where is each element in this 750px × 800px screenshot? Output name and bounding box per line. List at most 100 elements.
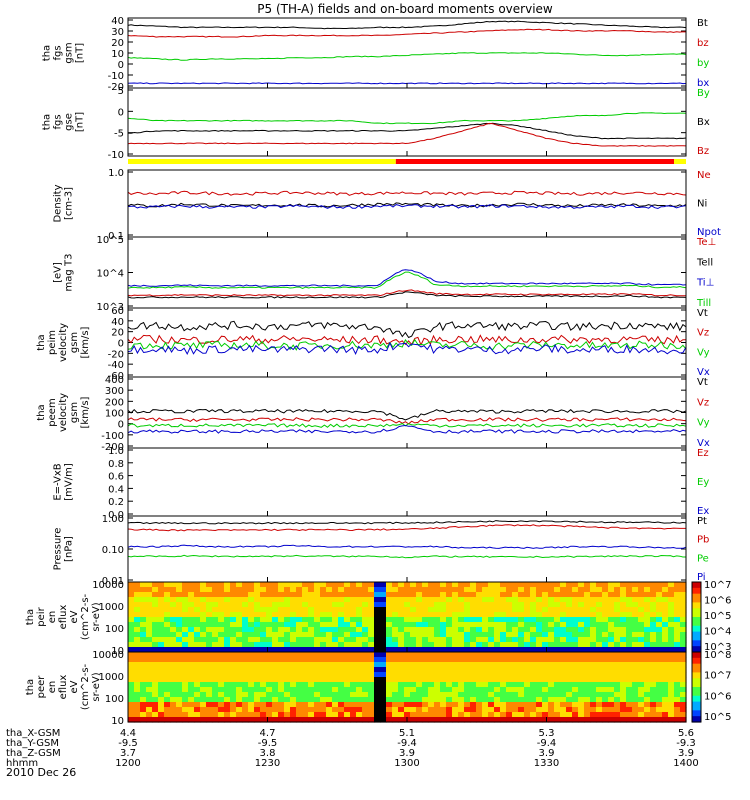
- spectrogram-cell: [164, 592, 171, 598]
- spectrogram-cell: [194, 607, 201, 613]
- spectrogram-cell: [236, 702, 243, 708]
- spectrogram-cell: [212, 712, 219, 718]
- spectrogram-cell: [170, 707, 177, 713]
- spectrogram-cell: [530, 682, 537, 688]
- spectrogram-cell: [176, 717, 183, 723]
- spectrogram-cell: [512, 692, 519, 698]
- spectrogram-cell: [368, 627, 375, 633]
- spectrogram-cell: [470, 602, 477, 608]
- spectrogram-cell: [488, 702, 495, 708]
- spectrogram-cell: [524, 657, 531, 663]
- spectrogram-cell: [536, 707, 543, 713]
- spectrogram-cell: [290, 587, 297, 593]
- spectrogram-cell: [338, 642, 345, 648]
- spectrogram-cell: [254, 592, 261, 598]
- spectrogram-cell: [410, 667, 417, 673]
- spectrogram-cell: [164, 637, 171, 643]
- spectrogram-cell: [200, 607, 207, 613]
- spectrogram-cell: [350, 662, 357, 668]
- spectrogram-cell: [512, 627, 519, 633]
- spectrogram-cell: [248, 582, 255, 588]
- spectrogram-cell: [182, 582, 189, 588]
- spectrogram-cell: [428, 632, 435, 638]
- spectrogram-cell: [644, 602, 651, 608]
- spectrogram-cell: [572, 642, 579, 648]
- spectrogram-cell: [590, 687, 597, 693]
- spectrogram-cell: [224, 707, 231, 713]
- spectrogram-cell: [464, 677, 471, 683]
- spectrogram-cell: [476, 702, 483, 708]
- spectrogram-cell: [458, 637, 465, 643]
- spectrogram-cell: [650, 642, 657, 648]
- spectrogram-cell: [434, 692, 441, 698]
- spectrogram-cell: [296, 697, 303, 703]
- spectrogram-cell: [638, 607, 645, 613]
- spectrogram-cell: [584, 667, 591, 673]
- spectrogram-cell: [230, 632, 237, 638]
- spectrogram-cell: [242, 607, 249, 613]
- spectrogram-cell: [224, 607, 231, 613]
- spectrogram-cell: [632, 632, 639, 638]
- spectrogram-cell: [296, 672, 303, 678]
- spectrogram-cell: [374, 632, 381, 638]
- spectrogram-cell: [584, 602, 591, 608]
- spectrogram-cell: [296, 692, 303, 698]
- spectrogram-cell: [518, 702, 525, 708]
- spectrogram-cell: [170, 627, 177, 633]
- spectrogram-cell: [584, 592, 591, 598]
- xaxis-row-label: hhmm: [6, 758, 38, 769]
- spectrogram-cell: [614, 682, 621, 688]
- spectrogram-cell: [410, 657, 417, 663]
- spectrogram-cell: [218, 602, 225, 608]
- spectrogram-cell: [632, 687, 639, 693]
- spectrogram-cell: [470, 632, 477, 638]
- spectrogram-cell: [548, 672, 555, 678]
- spectrogram-cell: [470, 652, 477, 658]
- spectrogram-cell: [542, 677, 549, 683]
- spectrogram-cell: [332, 632, 339, 638]
- spectrogram-cell: [608, 697, 615, 703]
- spectrogram-cell: [320, 692, 327, 698]
- spectrogram-cell: [218, 592, 225, 598]
- spectrogram-cell: [356, 712, 363, 718]
- spectrogram-cell: [536, 617, 543, 623]
- spectrogram-cell: [278, 697, 285, 703]
- spectrogram-cell: [530, 607, 537, 613]
- spectrogram-cell: [476, 697, 483, 703]
- spectrogram-cell: [380, 677, 387, 683]
- spectrogram-cell: [254, 677, 261, 683]
- ytick-label: -100: [101, 431, 124, 442]
- ytick-label: 1.0: [108, 168, 124, 179]
- legend-entry: bz: [697, 38, 709, 49]
- spectrogram-cell: [434, 717, 441, 723]
- spectrogram-cell: [380, 657, 387, 663]
- spectrogram-cell: [548, 667, 555, 673]
- spectrogram-cell: [488, 657, 495, 663]
- series-line-By: [127, 112, 687, 125]
- colorbar-swatch: [692, 593, 701, 598]
- spectrogram-cell: [494, 657, 501, 663]
- spectrogram-cell: [548, 687, 555, 693]
- ytick-label: 0.4: [108, 484, 124, 495]
- spectrogram-cell: [524, 597, 531, 603]
- spectrogram-cell: [422, 612, 429, 618]
- spectrogram-cell: [128, 642, 135, 648]
- spectrogram-cell: [554, 667, 561, 673]
- spectrogram-cell: [434, 657, 441, 663]
- spectrogram-cell: [482, 657, 489, 663]
- spectrogram-cell: [170, 637, 177, 643]
- spectrogram-cell: [194, 597, 201, 603]
- spectrogram-cell: [200, 587, 207, 593]
- spectrogram-cell: [452, 707, 459, 713]
- spectrogram-cell: [512, 687, 519, 693]
- spectrogram-cell: [236, 652, 243, 658]
- colorbar-swatch: [692, 625, 701, 630]
- spectrogram-cell: [512, 682, 519, 688]
- spectrogram-cell: [566, 682, 573, 688]
- ytick-label: -20: [108, 349, 124, 360]
- spectrogram-cell: [458, 682, 465, 688]
- spectrogram-cell: [224, 717, 231, 723]
- spectrogram-cell: [428, 682, 435, 688]
- spectrogram-cell: [362, 622, 369, 628]
- spectrogram-cell: [482, 617, 489, 623]
